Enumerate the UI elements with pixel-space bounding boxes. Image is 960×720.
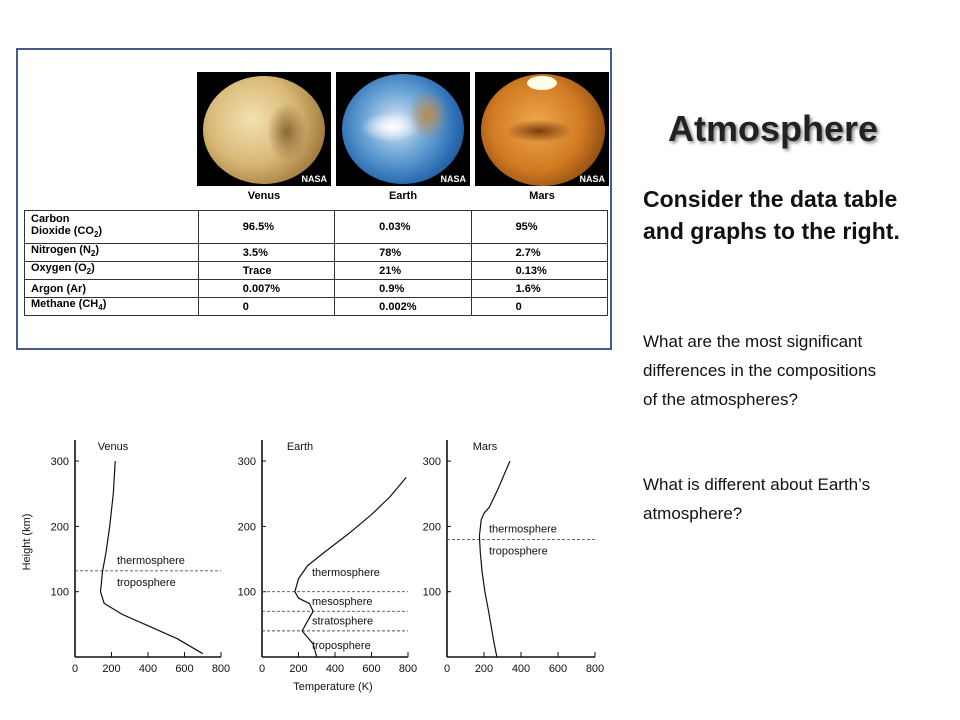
table-row: Nitrogen (N2) 3.5% 78% 2.7% xyxy=(24,243,609,262)
gas-name-cell: Oxygen (O2) xyxy=(24,261,199,280)
y-tick-label: 100 xyxy=(423,587,441,599)
gas-name: Oxygen (O xyxy=(31,262,87,275)
layer-label: mesosphere xyxy=(312,596,373,608)
x-tick-label: 200 xyxy=(102,663,120,675)
x-tick-label: 0 xyxy=(259,663,265,675)
x-tick-label: 200 xyxy=(289,663,307,675)
x-tick-label: 800 xyxy=(212,663,230,675)
planet-label-mars: Mars xyxy=(529,190,555,202)
cell-venus: 3.5% xyxy=(197,243,336,262)
lead-text: Consider the data table and graphs to th… xyxy=(643,186,900,244)
cell-venus: 96.5% xyxy=(197,210,336,244)
chart-title: Venus xyxy=(98,441,129,453)
gas-name-cell: Nitrogen (N2) xyxy=(24,243,199,262)
x-tick-label: 200 xyxy=(475,663,493,675)
gas-name: Dioxide (CO xyxy=(31,224,94,237)
gas-subscript: 2 xyxy=(93,230,99,240)
layer-label: thermosphere xyxy=(489,523,557,535)
gas-name: Argon (Ar) xyxy=(31,282,86,295)
y-tick-label: 100 xyxy=(238,587,256,599)
y-tick-label: 200 xyxy=(238,521,256,533)
y-axis-label: Height (km) xyxy=(21,514,33,571)
cell-venus: 0 xyxy=(197,297,336,316)
planet-label-venus: Venus xyxy=(247,190,281,202)
cell-earth: 21% xyxy=(334,261,472,280)
temperature-line xyxy=(294,477,407,658)
table-row: Oxygen (O2) Trace 21% 0.13% xyxy=(24,261,609,280)
cell-venus: Trace xyxy=(197,261,336,280)
x-tick-label: 0 xyxy=(444,663,450,675)
gas-name-tail: ) xyxy=(91,262,95,275)
y-tick-label: 200 xyxy=(51,521,69,533)
y-tick-label: 200 xyxy=(423,521,441,533)
gas-name-tail: ) xyxy=(102,298,107,311)
layer-label: thermosphere xyxy=(117,555,185,567)
composition-table: Carbon Dioxide (CO2) 96.5% 0.03% 95% Nitrogen… xyxy=(24,210,609,316)
x-axis-label: Temperature (K) xyxy=(293,681,372,693)
y-tick-label: 100 xyxy=(51,587,69,599)
y-tick-label: 300 xyxy=(51,456,69,468)
cell-earth: 0.002% xyxy=(334,297,472,316)
table-row: Argon (Ar) 0.007% 0.9% 1.6% xyxy=(24,279,609,298)
gas-name: Methane (CH xyxy=(31,298,99,311)
gas-name: Nitrogen (N xyxy=(31,244,91,257)
gas-name-cell: Carbon Dioxide (CO2) xyxy=(24,210,199,244)
cell-mars: 0 xyxy=(470,297,609,316)
nasa-badge: NASA xyxy=(579,174,605,184)
layer-label: troposphere xyxy=(117,577,176,589)
cell-earth: 78% xyxy=(334,243,472,262)
cell-earth: 0.03% xyxy=(334,210,472,244)
table-row: Methane (CH4) 0 0.002% 0 xyxy=(24,297,609,316)
gas-name-cell: Argon (Ar) xyxy=(24,279,199,298)
gas-name-tail: ) xyxy=(95,244,100,257)
temperature-profile-charts: 0 200 400 600 800 100 200 300 Venus thermosphere t… xyxy=(21,440,604,693)
earth-image: NASA xyxy=(336,72,470,186)
y-tick-label: 300 xyxy=(238,456,256,468)
x-tick-label: 600 xyxy=(549,663,567,675)
mars-image: NASA xyxy=(475,72,609,186)
layer-label: stratosphere xyxy=(312,615,373,627)
nasa-badge: NASA xyxy=(301,174,327,184)
chart-title: Mars xyxy=(473,441,498,453)
gas-name-cell: Methane (CH4) xyxy=(24,297,199,316)
y-tick-label: 300 xyxy=(423,456,441,468)
x-tick-label: 0 xyxy=(72,663,78,675)
planet-label-earth: Earth xyxy=(388,190,418,202)
gas-subscript: 4 xyxy=(98,303,103,313)
gas-subscript: 2 xyxy=(90,249,96,259)
gas-name-tail: ) xyxy=(98,224,103,237)
x-tick-label: 800 xyxy=(399,663,417,675)
cell-venus: 0.007% xyxy=(197,279,336,298)
slide-title: Atmosphere xyxy=(668,108,879,149)
x-tick-label: 600 xyxy=(362,663,380,675)
question-2: What is different about Earth’s atmosphe… xyxy=(643,475,871,523)
layer-label: thermosphere xyxy=(312,567,380,579)
cell-mars: 1.6% xyxy=(470,279,609,298)
chart-title: Earth xyxy=(287,441,313,453)
x-tick-label: 800 xyxy=(586,663,604,675)
x-tick-label: 400 xyxy=(139,663,157,675)
question-1: What are the most significant difference… xyxy=(643,332,877,409)
nasa-badge: NASA xyxy=(440,174,466,184)
cell-mars: 0.13% xyxy=(470,261,609,280)
cell-mars: 95% xyxy=(470,210,609,244)
temperature-line xyxy=(478,460,511,658)
x-tick-label: 400 xyxy=(326,663,344,675)
cell-mars: 2.7% xyxy=(470,243,609,262)
cell-earth: 0.9% xyxy=(334,279,472,298)
x-tick-label: 600 xyxy=(175,663,193,675)
table-row: Carbon Dioxide (CO2) 96.5% 0.03% 95% xyxy=(24,210,609,244)
x-tick-label: 400 xyxy=(512,663,530,675)
venus-image: NASA xyxy=(197,72,331,186)
temperature-line xyxy=(99,461,204,655)
layer-label: troposphere xyxy=(489,545,548,557)
layer-label: troposphere xyxy=(312,640,371,652)
gas-name-line1: Carbon xyxy=(31,212,70,225)
gas-subscript: 2 xyxy=(86,267,92,277)
